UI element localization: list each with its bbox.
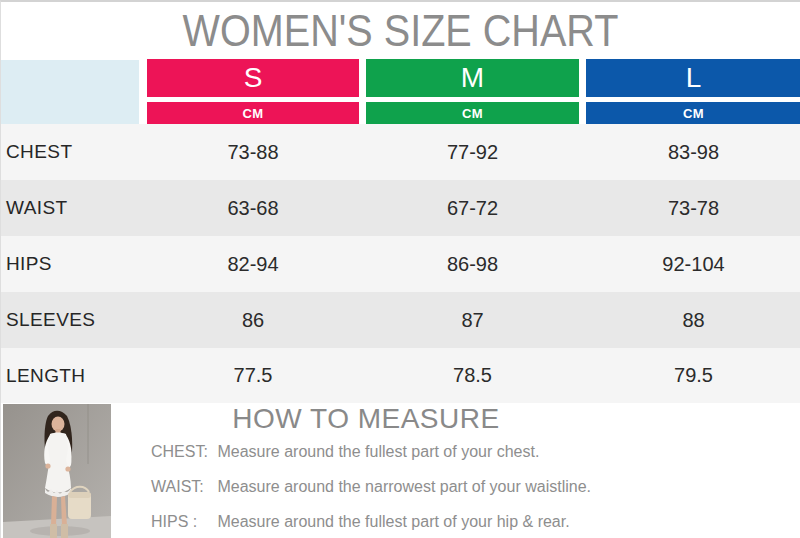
measure-item-chest: CHEST: Measure around the fullest part o…: [151, 443, 711, 461]
cell-sleeves-l: 88: [586, 292, 800, 348]
cell-sleeves-s: 86: [147, 292, 359, 348]
cell-length-s: 77.5: [147, 348, 359, 403]
cell-chest-m: 77-92: [366, 124, 579, 180]
table-row-chest: CHEST 73-88 77-92 83-98: [1, 124, 800, 180]
cell-waist-l: 73-78: [586, 180, 800, 236]
measure-item-chest-text: Measure around the fullest part of your …: [217, 443, 539, 460]
row-label-hips: HIPS: [6, 236, 52, 292]
size-header-s-label: S: [244, 62, 263, 94]
measure-item-waist-text: Measure around the narrowest part of you…: [217, 478, 591, 495]
size-header-l: L: [586, 59, 800, 97]
row-label-sleeves: SLEEVES: [6, 292, 95, 348]
table-row-hips: HIPS 82-94 86-98 92-104: [1, 236, 800, 292]
unit-header-l: CM: [586, 102, 800, 124]
how-to-measure-list: CHEST: Measure around the fullest part o…: [151, 443, 711, 538]
cell-chest-s: 73-88: [147, 124, 359, 180]
table-row-waist: WAIST 63-68 67-72 73-78: [1, 180, 800, 236]
unit-header-s: CM: [147, 102, 359, 124]
unit-header-m: CM: [366, 102, 579, 124]
measure-item-waist-label: WAIST:: [151, 478, 213, 496]
row-label-chest: CHEST: [6, 124, 72, 180]
cell-waist-s: 63-68: [147, 180, 359, 236]
cell-length-m: 78.5: [366, 348, 579, 403]
cell-hips-m: 86-98: [366, 236, 579, 292]
unit-label: CM: [242, 106, 263, 121]
measure-item-hips-label: HIPS :: [151, 513, 213, 531]
measure-item-hips: HIPS : Measure around the fullest part o…: [151, 513, 711, 531]
size-header-s: S: [147, 59, 359, 97]
table-row-length: LENGTH 77.5 78.5 79.5: [1, 348, 800, 403]
cell-chest-l: 83-98: [586, 124, 800, 180]
measure-item-waist: WAIST: Measure around the narrowest part…: [151, 478, 711, 496]
cell-hips-s: 82-94: [147, 236, 359, 292]
cell-sleeves-m: 87: [366, 292, 579, 348]
size-header-l-label: L: [686, 62, 702, 94]
measure-item-hips-text: Measure around the fullest part of your …: [217, 513, 569, 530]
cell-length-l: 79.5: [586, 348, 800, 403]
unit-label: CM: [462, 106, 483, 121]
model-photo: [3, 404, 111, 538]
page-title: WOMEN'S SIZE CHART: [49, 4, 752, 58]
unit-label: CM: [683, 106, 704, 121]
size-chart-page: WOMEN'S SIZE CHART S M L CM CM CM CHEST …: [0, 0, 800, 538]
cell-waist-m: 67-72: [366, 180, 579, 236]
row-label-length: LENGTH: [6, 348, 85, 403]
size-header-m: M: [366, 59, 579, 97]
table-row-sleeves: SLEEVES 86 87 88: [1, 292, 800, 348]
cell-hips-l: 92-104: [586, 236, 800, 292]
size-header-m-label: M: [461, 62, 484, 94]
table-corner-cell: [1, 60, 139, 124]
row-label-waist: WAIST: [6, 180, 67, 236]
how-to-measure-title: HOW TO MEASURE: [151, 403, 581, 435]
measure-item-chest-label: CHEST:: [151, 443, 213, 461]
